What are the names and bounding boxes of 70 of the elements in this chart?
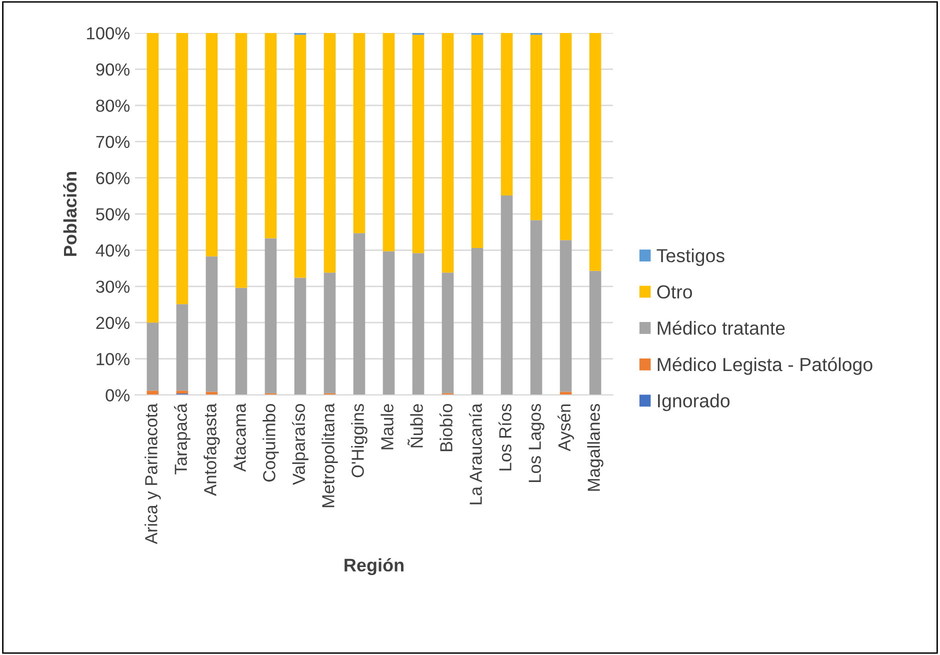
- x-tick-label: Tarapacá: [174, 403, 190, 474]
- bar: [560, 33, 572, 240]
- bar: [442, 33, 454, 273]
- x-tick-label: Los Ríos: [498, 404, 512, 470]
- bar: [530, 220, 542, 395]
- bar: [589, 33, 602, 271]
- bar: [471, 248, 484, 395]
- x-tick-label: La Araucanía: [468, 403, 482, 504]
- x-tick-label: Metropolitana: [322, 403, 338, 508]
- bar: [206, 33, 218, 256]
- y-tick-label: 60%: [96, 172, 130, 184]
- x-tick-label: Magallanes: [587, 404, 604, 491]
- bar: [353, 233, 366, 395]
- bar: [412, 253, 424, 395]
- x-tick-label: Ñuble: [408, 404, 423, 448]
- x-tick-label: Coquimbo: [262, 404, 279, 482]
- y-tick-label: 0%: [106, 389, 130, 402]
- x-tick-label: Valparaíso: [292, 404, 308, 485]
- bar: [589, 270, 602, 395]
- bar: [382, 33, 395, 252]
- y-axis-title: Población: [63, 172, 77, 256]
- x-tick-label: Maule: [380, 404, 394, 450]
- y-tick-label: 40%: [96, 244, 130, 257]
- bar: [206, 256, 218, 392]
- y-tick-label: 100%: [87, 27, 130, 40]
- bar: [264, 33, 277, 238]
- x-tick-label: Los Lagos: [528, 404, 544, 482]
- x-tick-label: O'Higgins: [351, 404, 368, 478]
- bar: [146, 322, 159, 391]
- y-tick-label: 30%: [96, 280, 130, 293]
- bar: [382, 251, 395, 395]
- y-tick-label: 80%: [96, 100, 130, 112]
- bar: [353, 33, 366, 234]
- y-tick-label: 10%: [96, 352, 130, 366]
- bar: [264, 238, 277, 394]
- x-tick-label: Biobío: [439, 404, 452, 452]
- y-tick-label: 50%: [96, 208, 130, 220]
- legend-label: Ignorado: [658, 394, 730, 412]
- bar: [176, 33, 188, 304]
- bar: [442, 272, 454, 394]
- x-tick-label: Aysén: [558, 404, 574, 452]
- x-tick-label: Arica y Parinacota: [144, 403, 161, 544]
- bar: [294, 34, 306, 278]
- bar: [530, 34, 542, 220]
- legend-label: Médico tratante: [658, 320, 785, 335]
- bar: [206, 392, 218, 395]
- bar: [500, 196, 513, 395]
- legend-label: Médico Legista - Patólogo: [658, 357, 872, 375]
- legend-label: Testigos: [656, 248, 724, 266]
- x-axis-title: Región: [344, 558, 404, 576]
- bar: [560, 392, 572, 395]
- y-tick-label: 20%: [96, 316, 130, 330]
- bar: [294, 278, 306, 395]
- bar: [146, 390, 159, 395]
- x-tick-label: Antofagasta: [204, 403, 220, 496]
- y-tick-label: 90%: [96, 63, 130, 76]
- bar: [146, 33, 159, 323]
- bar: [324, 272, 336, 394]
- bar: [176, 390, 188, 394]
- bar: [324, 33, 336, 273]
- bar: [235, 33, 248, 288]
- bar: [235, 288, 248, 395]
- y-tick-label: 70%: [96, 136, 130, 148]
- legend-label: Otro: [657, 285, 692, 299]
- bar: [412, 34, 424, 254]
- bar: [560, 240, 572, 392]
- x-tick-label: Atacama: [234, 403, 246, 472]
- bar: [500, 33, 513, 196]
- bar: [471, 34, 484, 248]
- bar: [176, 304, 188, 391]
